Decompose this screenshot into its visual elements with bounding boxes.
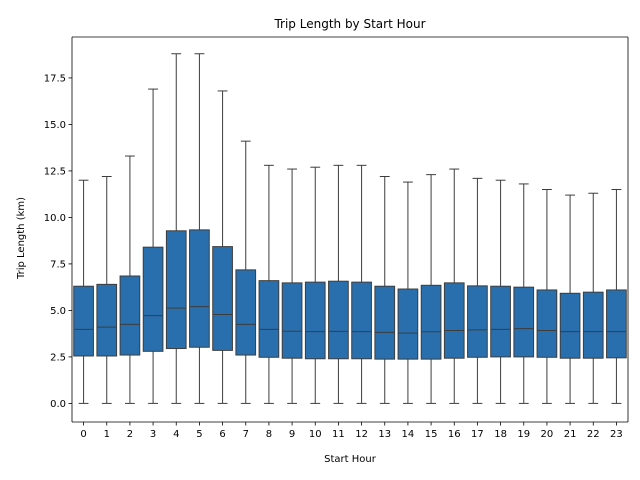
x-tick-label: 2 [127,429,133,440]
box-14 [397,288,419,360]
box-4 [165,230,187,350]
y-tick-label: 10.0 [44,213,66,224]
box-5 [189,229,210,348]
x-tick-label: 7 [243,429,249,440]
x-tick-label: 0 [80,429,86,440]
y-tick-label: 5.0 [50,306,66,317]
plot-area: 0 1 2 3 4 5 6 7 8 9 10 11 12 13 14 15 16 17 18 19 20 21 22 230.… [44,36,629,440]
box-19 [513,286,535,358]
chart-title: Trip Length by Start Hour [273,17,425,31]
x-tick-label: 20 [541,429,554,440]
box-21 [559,292,581,359]
box-2 [119,275,141,356]
x-tick-label: 10 [309,429,322,440]
x-tick-label: 13 [378,429,391,440]
x-tick-label: 15 [425,429,438,440]
y-tick-label: 0.0 [50,399,66,410]
box-15 [420,284,442,360]
box-8 [258,280,280,358]
box-0 [73,285,94,357]
x-tick-label: 22 [587,429,600,440]
y-tick-label: 2.5 [50,352,66,363]
x-tick-label: 8 [266,429,272,440]
x-tick-label: 12 [355,429,368,440]
y-tick-label: 17.5 [44,73,66,84]
box-16 [443,282,465,359]
box-6 [212,246,233,351]
x-tick-label: 21 [564,429,577,440]
x-tick-label: 6 [219,429,225,440]
x-tick-label: 1 [104,429,110,440]
box-11 [328,280,349,360]
x-tick-label: 9 [289,429,295,440]
x-tick-label: 16 [448,429,461,440]
box-7 [235,269,257,356]
y-tick-label: 7.5 [50,259,66,270]
box-1 [96,283,118,357]
x-axis-label: Start Hour [324,454,377,465]
box-3 [142,246,164,352]
box-17 [467,285,488,358]
x-tick-label: 18 [494,429,507,440]
box-18 [490,285,511,358]
x-tick-label: 19 [517,429,530,440]
x-tick-label: 23 [610,429,623,440]
x-tick-label: 17 [471,429,484,440]
y-tick-label: 15.0 [44,120,66,131]
x-tick-label: 3 [150,429,156,440]
box-12 [351,281,372,360]
box-22 [582,291,604,359]
box-23 [606,289,627,359]
x-tick-label: 11 [332,429,345,440]
x-tick-label: 14 [402,429,415,440]
y-tick-label: 12.5 [44,166,66,177]
box-20 [536,289,558,358]
x-tick-label: 4 [173,429,179,440]
box-13 [374,285,396,360]
x-tick-label: 5 [196,429,202,440]
box-9 [281,282,303,359]
y-axis-label: Trip Length (km) [16,197,27,280]
box-10 [304,281,326,360]
